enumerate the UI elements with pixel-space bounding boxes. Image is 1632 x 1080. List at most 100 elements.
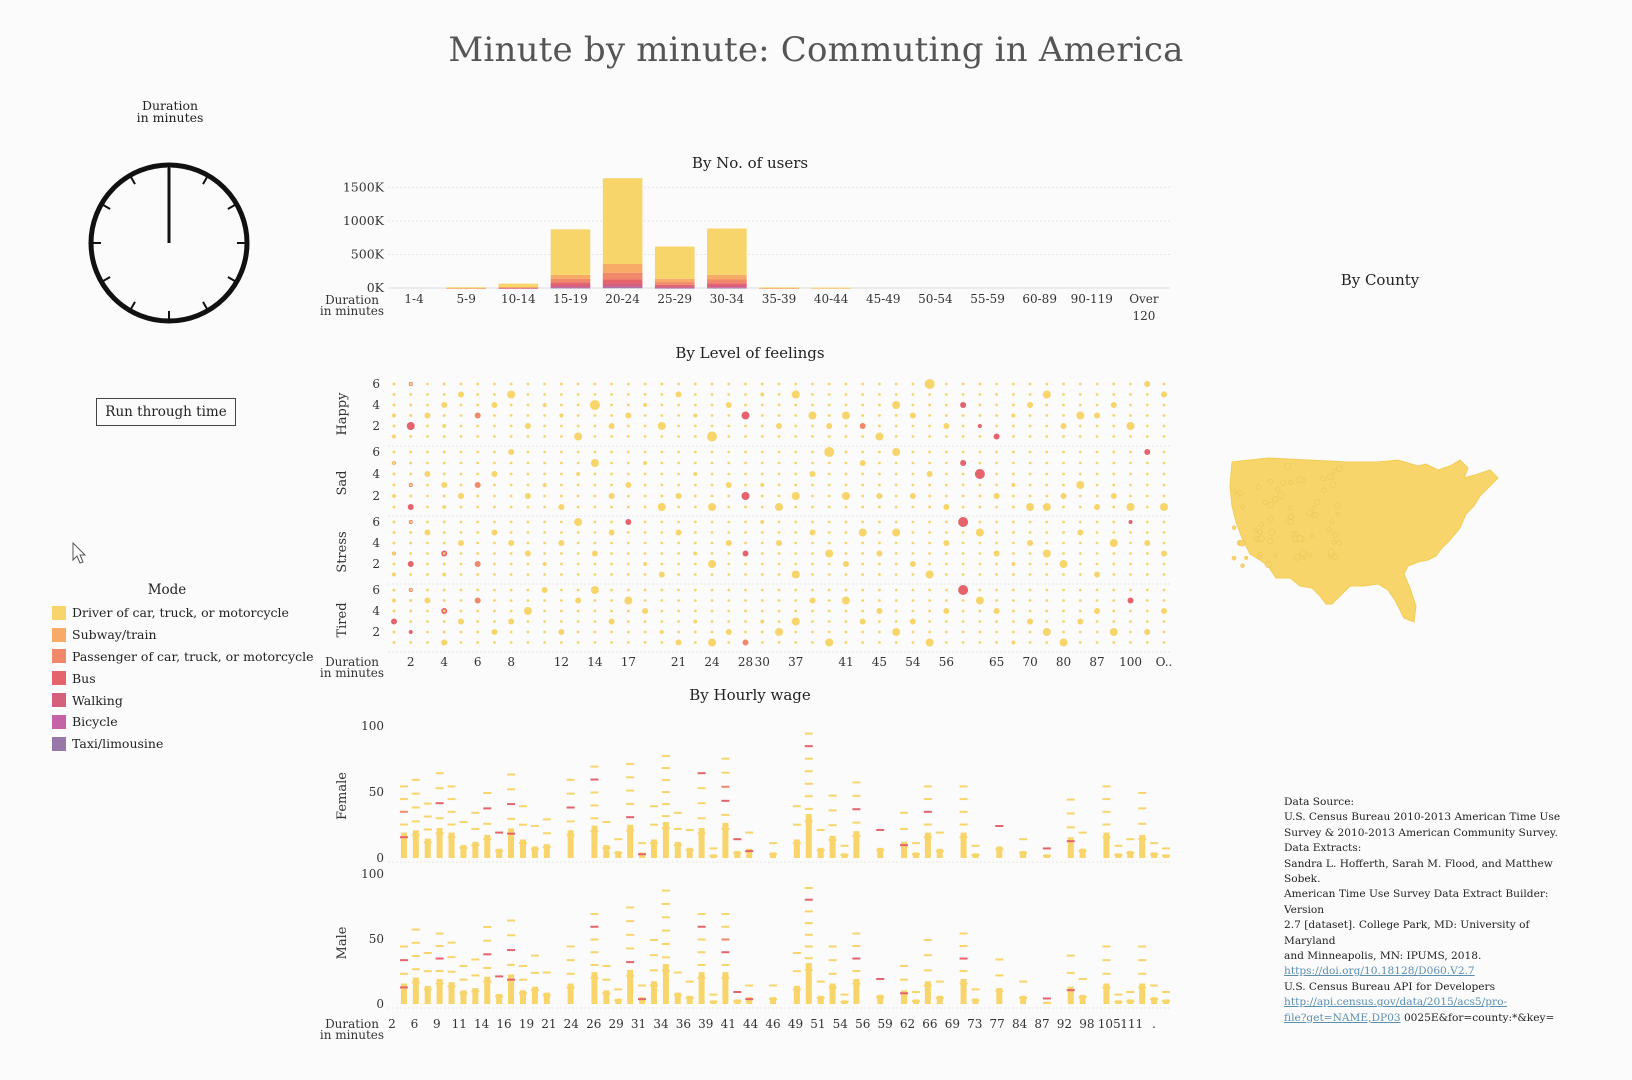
legend-item[interactable]: Bicycle bbox=[52, 711, 292, 733]
y-tick-label: 1000K bbox=[343, 213, 385, 228]
feeling-dot-small bbox=[811, 520, 814, 524]
feeling-dot-small bbox=[576, 552, 580, 555]
feeling-dot-small bbox=[1129, 641, 1132, 644]
wage-dash bbox=[435, 772, 444, 775]
feeling-dot-small bbox=[744, 403, 747, 407]
feeling-dot-small bbox=[626, 609, 630, 613]
feeling-dot-small bbox=[727, 531, 731, 534]
wage-dash bbox=[1019, 980, 1028, 983]
feeling-dot-small bbox=[1045, 424, 1049, 428]
y-tick-label: 50 bbox=[369, 785, 384, 799]
feeling-dot bbox=[776, 540, 782, 546]
census-api-link[interactable]: http://api.census.gov/data/2015/acs5/pro… bbox=[1284, 996, 1508, 1009]
wage-dash bbox=[626, 974, 635, 977]
wage-dash bbox=[1078, 996, 1087, 999]
feeling-dot-small bbox=[626, 424, 630, 428]
feeling-dot-small bbox=[710, 403, 714, 407]
feeling-dot-small bbox=[660, 403, 664, 407]
legend-label: Passenger of car, truck, or motorcycle bbox=[72, 648, 314, 664]
legend-item[interactable]: Subway/train bbox=[52, 624, 292, 646]
wage-dash bbox=[792, 842, 801, 845]
feeling-dot-small bbox=[1095, 435, 1099, 438]
chart-title-users: By No. of users bbox=[692, 154, 808, 172]
feeling-dot-small bbox=[928, 620, 932, 623]
x-axis-title-line1: Duration bbox=[325, 293, 379, 307]
feeling-dot-small bbox=[1129, 573, 1132, 576]
feeling-dot-small bbox=[811, 382, 814, 386]
census-api-link-cont[interactable]: file?get=NAME,DP03 bbox=[1284, 1011, 1401, 1024]
feeling-dot-small bbox=[1162, 541, 1166, 545]
feeling-dot-small bbox=[794, 483, 798, 487]
feeling-dot bbox=[1127, 597, 1134, 604]
wage-dash bbox=[483, 926, 492, 928]
feeling-dot-small bbox=[995, 531, 999, 534]
wage-dash bbox=[518, 978, 527, 981]
source-line: and Minneapolis, MN: IPUMS, 2018. bbox=[1284, 950, 1482, 963]
wage-dash bbox=[649, 842, 658, 845]
wage-strip bbox=[853, 978, 860, 1004]
x-tick-label: 17 bbox=[621, 655, 636, 669]
wage-dash bbox=[733, 838, 742, 841]
x-tick-label: 92 bbox=[1057, 1017, 1072, 1031]
feeling-dot-small bbox=[1045, 435, 1049, 438]
feeling-dot-small bbox=[861, 435, 865, 438]
feeling-dot-small bbox=[844, 450, 848, 454]
feeling-dot-small bbox=[1129, 588, 1132, 592]
feeling-dot bbox=[1110, 402, 1117, 408]
feeling-dot-small bbox=[760, 382, 764, 386]
feeling-dot-small bbox=[894, 472, 898, 476]
wage-dash bbox=[530, 954, 539, 957]
x-tick-label: 21 bbox=[541, 1017, 556, 1031]
feeling-dot-small bbox=[727, 599, 731, 602]
feeling-dot bbox=[993, 493, 1000, 499]
feeling-dot-small bbox=[1145, 588, 1149, 592]
feeling-dot-small bbox=[543, 609, 547, 613]
doi-link[interactable]: https://doi.org/10.18128/D060.V2.7 bbox=[1284, 965, 1475, 978]
feeling-dot-small bbox=[727, 609, 731, 613]
feeling-dot-small bbox=[442, 393, 446, 396]
feeling-dot-small bbox=[878, 403, 881, 407]
feeling-dot-small bbox=[1129, 414, 1132, 417]
legend-item[interactable]: Bus bbox=[52, 667, 292, 689]
feeling-dot bbox=[542, 562, 547, 566]
us-county-map[interactable] bbox=[1228, 456, 1538, 632]
legend-item[interactable]: Passenger of car, truck, or motorcycle bbox=[52, 646, 313, 668]
feeling-dot-small bbox=[961, 562, 965, 566]
feeling-dot-small bbox=[878, 461, 881, 465]
x-axis-title-line2: in minutes bbox=[320, 1028, 384, 1042]
wage-dash bbox=[840, 844, 849, 847]
feeling-dot-small bbox=[593, 483, 597, 487]
feeling-dot-small bbox=[1011, 382, 1015, 386]
legend-item[interactable]: Walking bbox=[52, 689, 292, 711]
wage-strip bbox=[793, 985, 800, 1004]
wage-dash bbox=[792, 823, 801, 826]
wage-dash bbox=[649, 954, 658, 957]
wage-dash bbox=[542, 832, 551, 835]
legend-label: Bus bbox=[72, 670, 96, 686]
feeling-dot-small bbox=[576, 403, 580, 407]
feeling-dot-small bbox=[1028, 573, 1032, 576]
feeling-dot-small bbox=[442, 461, 446, 465]
feeling-dot bbox=[1027, 402, 1034, 408]
feeling-dot-small bbox=[643, 505, 647, 509]
feeling-dot-small bbox=[1129, 382, 1132, 386]
feeling-dot-small bbox=[1145, 483, 1149, 487]
wage-dash bbox=[447, 836, 456, 839]
legend-item[interactable]: Taxi/limousine bbox=[52, 733, 292, 755]
wage-dash bbox=[614, 838, 623, 841]
feeling-dot-small bbox=[1145, 424, 1149, 428]
legend-item[interactable]: Driver of car, truck, or motorcycle bbox=[52, 602, 292, 624]
x-axis-title-line2: in minutes bbox=[320, 666, 384, 680]
y-tick-label: 4 bbox=[372, 536, 380, 550]
feeling-dot-small bbox=[593, 472, 597, 476]
wage-dash bbox=[447, 810, 456, 813]
wage-dash bbox=[638, 984, 647, 987]
feeling-dot-small bbox=[1062, 403, 1065, 407]
feeling-dot-small bbox=[995, 472, 999, 476]
wage-dash bbox=[471, 974, 480, 977]
feeling-dot-small bbox=[727, 588, 731, 592]
feeling-dot-small bbox=[1078, 520, 1082, 524]
feeling-dot-small bbox=[961, 620, 965, 623]
run-through-time-button[interactable]: Run through time bbox=[96, 398, 236, 426]
county-dot bbox=[1332, 531, 1339, 538]
